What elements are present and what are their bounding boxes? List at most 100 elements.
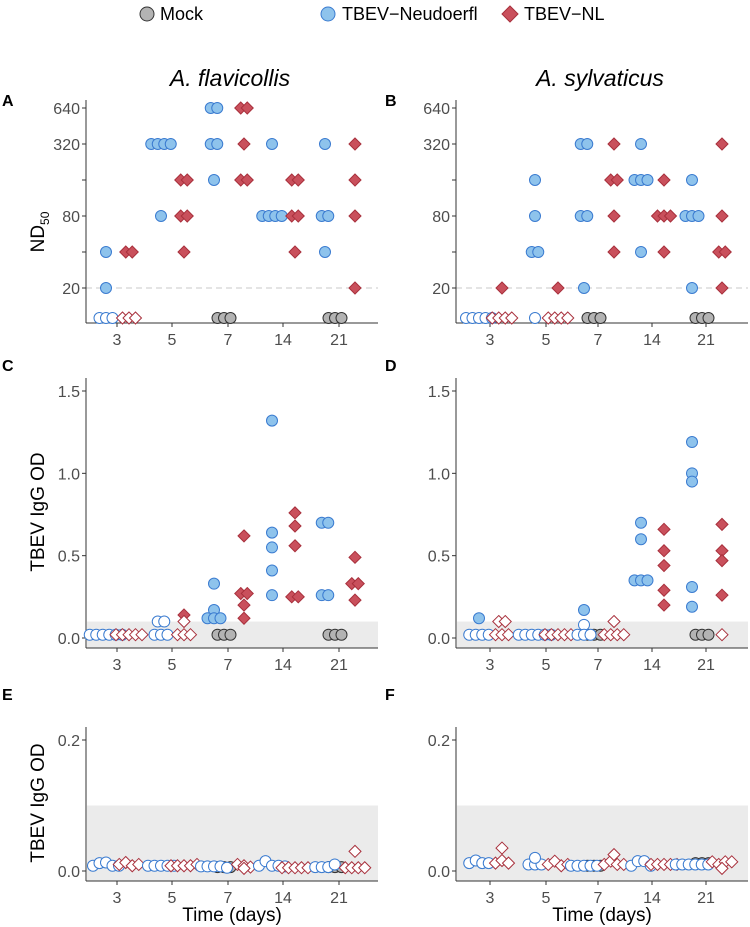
tbev-nl-point xyxy=(501,627,516,642)
tbev-nl-point xyxy=(715,553,729,568)
tbev-nl-point xyxy=(358,861,372,875)
tbev-neudoerfl-point xyxy=(266,541,278,554)
tbev-neudoerfl-point xyxy=(473,612,485,625)
legend-neudoerfl-marker xyxy=(320,6,336,22)
y-tick-label: 0.0 xyxy=(428,631,450,648)
x-tick-label: 7 xyxy=(594,890,603,907)
panel-b-title: A. sylvaticus xyxy=(534,65,664,91)
tbev-neudoerfl-point xyxy=(266,414,278,427)
tbev-nl-point xyxy=(657,173,671,187)
tbev-nl-point xyxy=(657,245,671,259)
tbev-neudoerfl-point xyxy=(319,138,331,150)
tbev-neudoerfl-point xyxy=(635,516,647,529)
tbev-nl-point xyxy=(505,311,519,325)
tbev-nl-point xyxy=(715,588,729,602)
tbev-neudoerfl-point xyxy=(686,174,698,186)
tbev-nl-point xyxy=(237,861,251,876)
tbev-nl-point xyxy=(657,544,671,558)
tbev-nl-point xyxy=(183,627,198,642)
tbev-neudoerfl-point xyxy=(322,589,335,602)
tbev-nl-point xyxy=(607,847,621,862)
panel-d: 0.0 0.5 1.0 1.5 3 5 7 14 21 xyxy=(428,378,748,674)
tbev-nl-point xyxy=(291,209,305,223)
x-tick-label: 3 xyxy=(113,657,122,674)
tbev-neudoerfl-point xyxy=(581,138,594,150)
tbev-nl-point xyxy=(607,245,621,259)
tbev-neudoerfl-point xyxy=(641,174,654,186)
tbev-nl-point xyxy=(348,137,362,151)
tbev-neudoerfl-point xyxy=(211,102,224,114)
panel-c: 0.0 0.5 1.0 1.5 3 5 7 14 21 xyxy=(58,378,378,674)
panel-b: 20 80 320 640 3 5 7 14 21 xyxy=(423,100,748,349)
tbev-nl-point xyxy=(180,209,194,223)
tbev-nl-point xyxy=(348,844,362,859)
mock-point xyxy=(224,312,237,324)
panel-a-letter: A xyxy=(2,93,14,110)
x-tick-label: 5 xyxy=(168,657,177,674)
x-tick-label: 3 xyxy=(113,890,122,907)
tbev-nl-point xyxy=(657,583,671,597)
panel-f-letter: F xyxy=(385,687,395,704)
y-tick-label: 0.2 xyxy=(428,733,450,750)
y-tick-label: 1.0 xyxy=(58,466,80,483)
x-tick-label: 3 xyxy=(486,332,495,349)
y-tick-label: 640 xyxy=(423,101,450,118)
tbev-neudoerfl-point xyxy=(529,210,541,222)
panel-b-letter: B xyxy=(385,93,397,110)
tbev-nl-point xyxy=(610,173,624,187)
legend-nl-marker xyxy=(501,5,519,23)
tbev-nl-point xyxy=(715,861,729,876)
x-tick-label: 21 xyxy=(330,657,348,674)
tbev-neudoerfl-point xyxy=(529,174,541,186)
tbev-neudoerfl-point xyxy=(692,210,705,222)
x-tick-label: 14 xyxy=(274,657,292,674)
x-tick-label: 7 xyxy=(224,890,233,907)
tbev-nl-point xyxy=(657,522,671,537)
y-tick-label: 0.2 xyxy=(58,733,80,750)
panel-d-letter: D xyxy=(385,358,397,375)
y-tick-label: 1.0 xyxy=(428,466,450,483)
tbev-neudoerfl-point xyxy=(100,282,112,294)
legend-nl-label: TBEV−NL xyxy=(524,4,605,24)
tbev-neudoerfl-point xyxy=(686,600,698,613)
tbev-nl-point xyxy=(177,245,191,259)
panel-f-xlabel: Time (days) xyxy=(552,905,652,926)
tbev-nl-point xyxy=(715,517,729,532)
tbev-nl-point xyxy=(288,539,302,553)
legend-neudoerfl-label: TBEV−Neudoerfl xyxy=(342,4,478,24)
x-tick-label: 5 xyxy=(542,657,551,674)
tbev-nl-point xyxy=(715,137,729,151)
tbev-neudoerfl-point xyxy=(266,564,278,577)
x-tick-label: 14 xyxy=(274,332,292,349)
x-tick-label: 21 xyxy=(697,890,715,907)
tbev-nl-point xyxy=(495,281,509,295)
tbev-neudoerfl-point xyxy=(584,628,597,641)
tbev-nl-point xyxy=(501,856,516,870)
tbev-nl-point xyxy=(180,173,194,187)
tbev-nl-point xyxy=(657,598,671,612)
y-tick-label: 1.5 xyxy=(428,384,450,401)
tbev-nl-point xyxy=(288,506,302,520)
tbev-neudoerfl-point xyxy=(155,210,167,222)
x-tick-label: 5 xyxy=(168,332,177,349)
tbev-neudoerfl-point xyxy=(319,246,331,258)
x-tick-label: 3 xyxy=(486,657,495,674)
tbev-neudoerfl-point xyxy=(529,312,541,324)
y-tick-label: 80 xyxy=(432,209,450,226)
legend-mock-label: Mock xyxy=(160,4,204,24)
tbev-neudoerfl-point xyxy=(578,282,590,294)
tbev-nl-point xyxy=(237,529,251,543)
x-tick-label: 14 xyxy=(643,657,661,674)
legend-mock-marker xyxy=(139,6,155,22)
tbev-neudoerfl-point xyxy=(266,589,278,602)
x-tick-label: 21 xyxy=(697,332,715,349)
tbev-nl-point xyxy=(348,281,362,295)
panel-c-ylabel: TBEV IgG OD xyxy=(28,452,49,571)
mock-point xyxy=(335,628,348,641)
panel-a-ylabel: ND50 xyxy=(28,211,52,252)
x-tick-label: 7 xyxy=(224,332,233,349)
x-tick-label: 21 xyxy=(330,332,348,349)
tbev-neudoerfl-point xyxy=(578,618,590,631)
tbev-neudoerfl-point xyxy=(100,246,112,258)
